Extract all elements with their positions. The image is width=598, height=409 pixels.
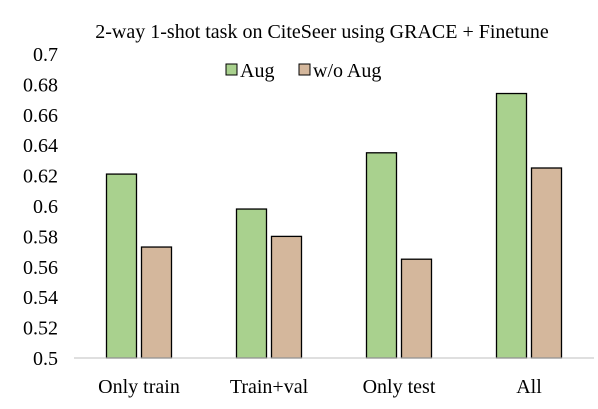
bar-aug — [365, 152, 398, 359]
x-tick-label: Only test — [363, 376, 436, 398]
y-tick-label: 0.52 — [23, 318, 58, 340]
bar-aug — [105, 173, 138, 359]
bar-aug — [495, 92, 528, 359]
y-tick-label: 0.62 — [23, 166, 58, 188]
y-tick-label: 0.68 — [23, 74, 58, 96]
bar-wo-aug — [270, 235, 303, 359]
legend-label-wo-aug: w/o Aug — [313, 60, 381, 82]
y-tick-label: 0.64 — [23, 135, 58, 157]
x-tick-label: Only train — [98, 376, 180, 398]
y-tick-label: 0.56 — [23, 257, 58, 279]
bar-wo-aug — [140, 246, 173, 359]
bar-wo-aug — [400, 258, 433, 359]
bar-aug — [235, 208, 268, 359]
y-tick-label: 0.7 — [33, 44, 58, 66]
bars — [105, 92, 563, 359]
bar-wo-aug — [530, 167, 563, 359]
legend: Aug w/o Aug — [225, 60, 381, 82]
chart-title: 2-way 1-shot task on CiteSeer using GRAC… — [95, 21, 549, 43]
y-axis: 0.5 0.52 0.54 0.56 0.58 0.6 0.62 0.64 0.66 0.68 0.… — [23, 44, 58, 370]
y-tick-label: 0.54 — [23, 287, 58, 309]
y-tick-label: 0.6 — [33, 196, 58, 218]
legend-swatch-wo-aug — [298, 63, 311, 76]
legend-swatch-aug — [225, 63, 238, 76]
x-tick-label: All — [516, 376, 542, 398]
x-tick-label: Train+val — [230, 376, 309, 398]
legend-label-aug: Aug — [240, 60, 274, 82]
y-tick-label: 0.66 — [23, 105, 58, 127]
y-tick-label: 0.58 — [23, 226, 58, 248]
x-axis: Only train Train+val Only test All — [74, 357, 594, 398]
y-tick-label: 0.5 — [33, 348, 58, 370]
